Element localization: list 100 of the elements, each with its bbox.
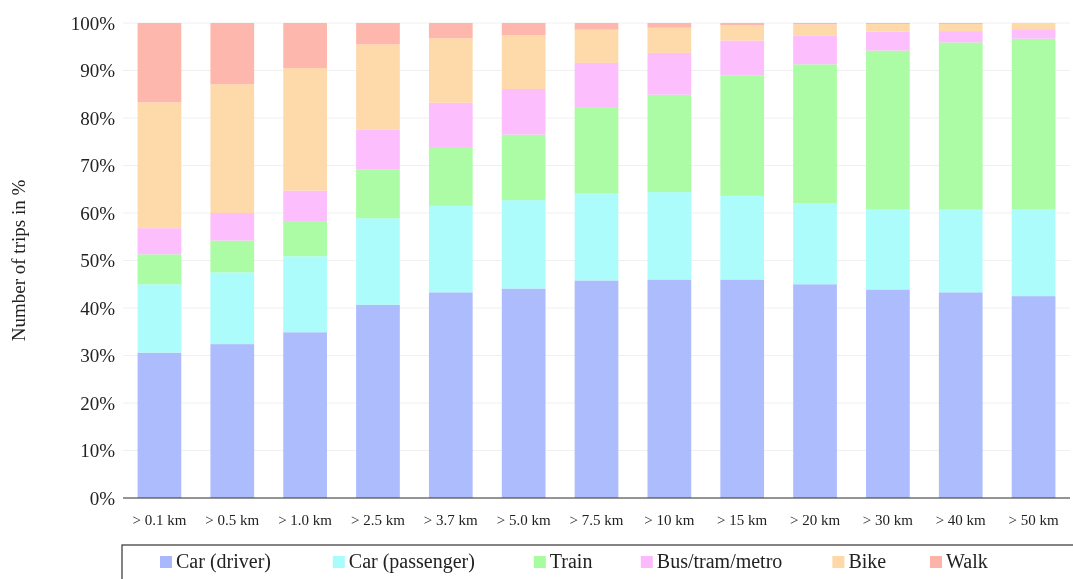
- legend-label: Train: [549, 550, 593, 572]
- bar: [793, 35, 837, 65]
- bar: [1011, 209, 1056, 297]
- bar: [720, 195, 765, 280]
- legend-label: Bike: [848, 550, 887, 572]
- bar: [574, 193, 619, 281]
- y-tick-label: 50%: [80, 250, 116, 272]
- x-tick-label: > 10 km: [644, 512, 695, 528]
- x-tick-label: > 30 km: [862, 512, 914, 528]
- bar: [283, 68, 327, 191]
- legend-label: Car (driver): [176, 550, 271, 573]
- bar: [720, 25, 765, 41]
- bar: [501, 23, 546, 36]
- bar: [720, 40, 765, 76]
- x-tick-label: > 0.1 km: [132, 512, 187, 528]
- bar: [574, 62, 619, 108]
- bar: [647, 52, 692, 95]
- bar: [866, 50, 910, 210]
- bar: [210, 213, 255, 241]
- bar: [647, 192, 692, 280]
- bar: [137, 352, 182, 498]
- x-tick-label: > 0.5 km: [205, 512, 260, 528]
- bar: [938, 31, 983, 43]
- legend-label: Walk: [946, 550, 988, 572]
- bar: [283, 190, 327, 222]
- bar: [647, 279, 692, 498]
- bar: [356, 23, 400, 45]
- bar: [866, 23, 910, 32]
- bar: [574, 280, 619, 498]
- bar: [501, 288, 546, 498]
- bar: [283, 23, 327, 69]
- y-tick-label: 10%: [80, 440, 116, 462]
- y-tick-label: 0%: [89, 487, 116, 509]
- bar: [720, 75, 765, 196]
- bar: [356, 129, 400, 170]
- bar: [210, 272, 255, 345]
- legend-label: Car (passenger): [348, 550, 475, 573]
- x-tick-label: > 5.0 km: [496, 512, 551, 528]
- bar: [428, 292, 473, 498]
- bar: [137, 23, 182, 103]
- bar: [501, 134, 546, 201]
- bar: [866, 289, 910, 498]
- x-tick-label: > 50 km: [1008, 512, 1059, 528]
- bar: [1011, 29, 1056, 39]
- y-tick-label: 90%: [80, 60, 116, 82]
- y-tick-label: 60%: [80, 202, 116, 224]
- bar: [866, 31, 910, 51]
- y-tick-label: 20%: [80, 392, 116, 414]
- bar: [647, 94, 692, 193]
- bar: [137, 228, 182, 255]
- bar: [574, 29, 619, 63]
- bar: [210, 344, 255, 498]
- bar: [1011, 38, 1056, 210]
- bar: [938, 23, 983, 32]
- bar: [793, 284, 837, 498]
- bar: [210, 23, 255, 85]
- y-tick-label: 100%: [70, 12, 116, 34]
- bar: [428, 38, 473, 103]
- legend-label: Bus/tram/metro: [656, 550, 783, 572]
- bar: [428, 23, 473, 39]
- bar: [793, 24, 837, 36]
- bar: [137, 284, 182, 353]
- x-tick-label: > 7.5 km: [569, 512, 624, 528]
- bar: [137, 102, 182, 229]
- bar: [938, 209, 983, 293]
- bar: [866, 209, 910, 290]
- x-tick-label: > 15 km: [717, 512, 768, 528]
- x-tick-label: > 40 km: [935, 512, 987, 528]
- bar: [647, 23, 692, 28]
- y-tick-label: 80%: [80, 107, 116, 129]
- bar: [210, 84, 255, 213]
- x-tick-label: > 2.5 km: [351, 512, 406, 528]
- bar: [574, 23, 619, 30]
- bar: [720, 279, 765, 498]
- bar: [574, 107, 619, 194]
- y-axis-title: Number of trips in %: [8, 179, 29, 342]
- bar: [1011, 296, 1056, 498]
- bar: [647, 27, 692, 53]
- y-tick-label: 70%: [80, 155, 116, 177]
- bar: [283, 332, 327, 498]
- bar: [356, 169, 400, 219]
- y-tick-label: 40%: [80, 297, 116, 319]
- x-tick-label: > 20 km: [789, 512, 841, 528]
- bar: [428, 102, 473, 147]
- y-tick-label: 30%: [80, 345, 116, 367]
- bar: [283, 221, 327, 257]
- bar: [428, 146, 473, 206]
- x-tick-label: > 3.7 km: [423, 512, 479, 528]
- bar: [501, 200, 546, 289]
- bar: [210, 240, 255, 273]
- bar: [356, 304, 400, 498]
- bar: [501, 35, 546, 90]
- bar: [501, 89, 546, 135]
- bar: [283, 256, 327, 333]
- bar: [938, 292, 983, 498]
- bar: [356, 218, 400, 305]
- x-tick-label: > 1.0 km: [278, 512, 333, 528]
- bar: [793, 64, 837, 204]
- bar: [137, 254, 182, 285]
- bar: [938, 42, 983, 210]
